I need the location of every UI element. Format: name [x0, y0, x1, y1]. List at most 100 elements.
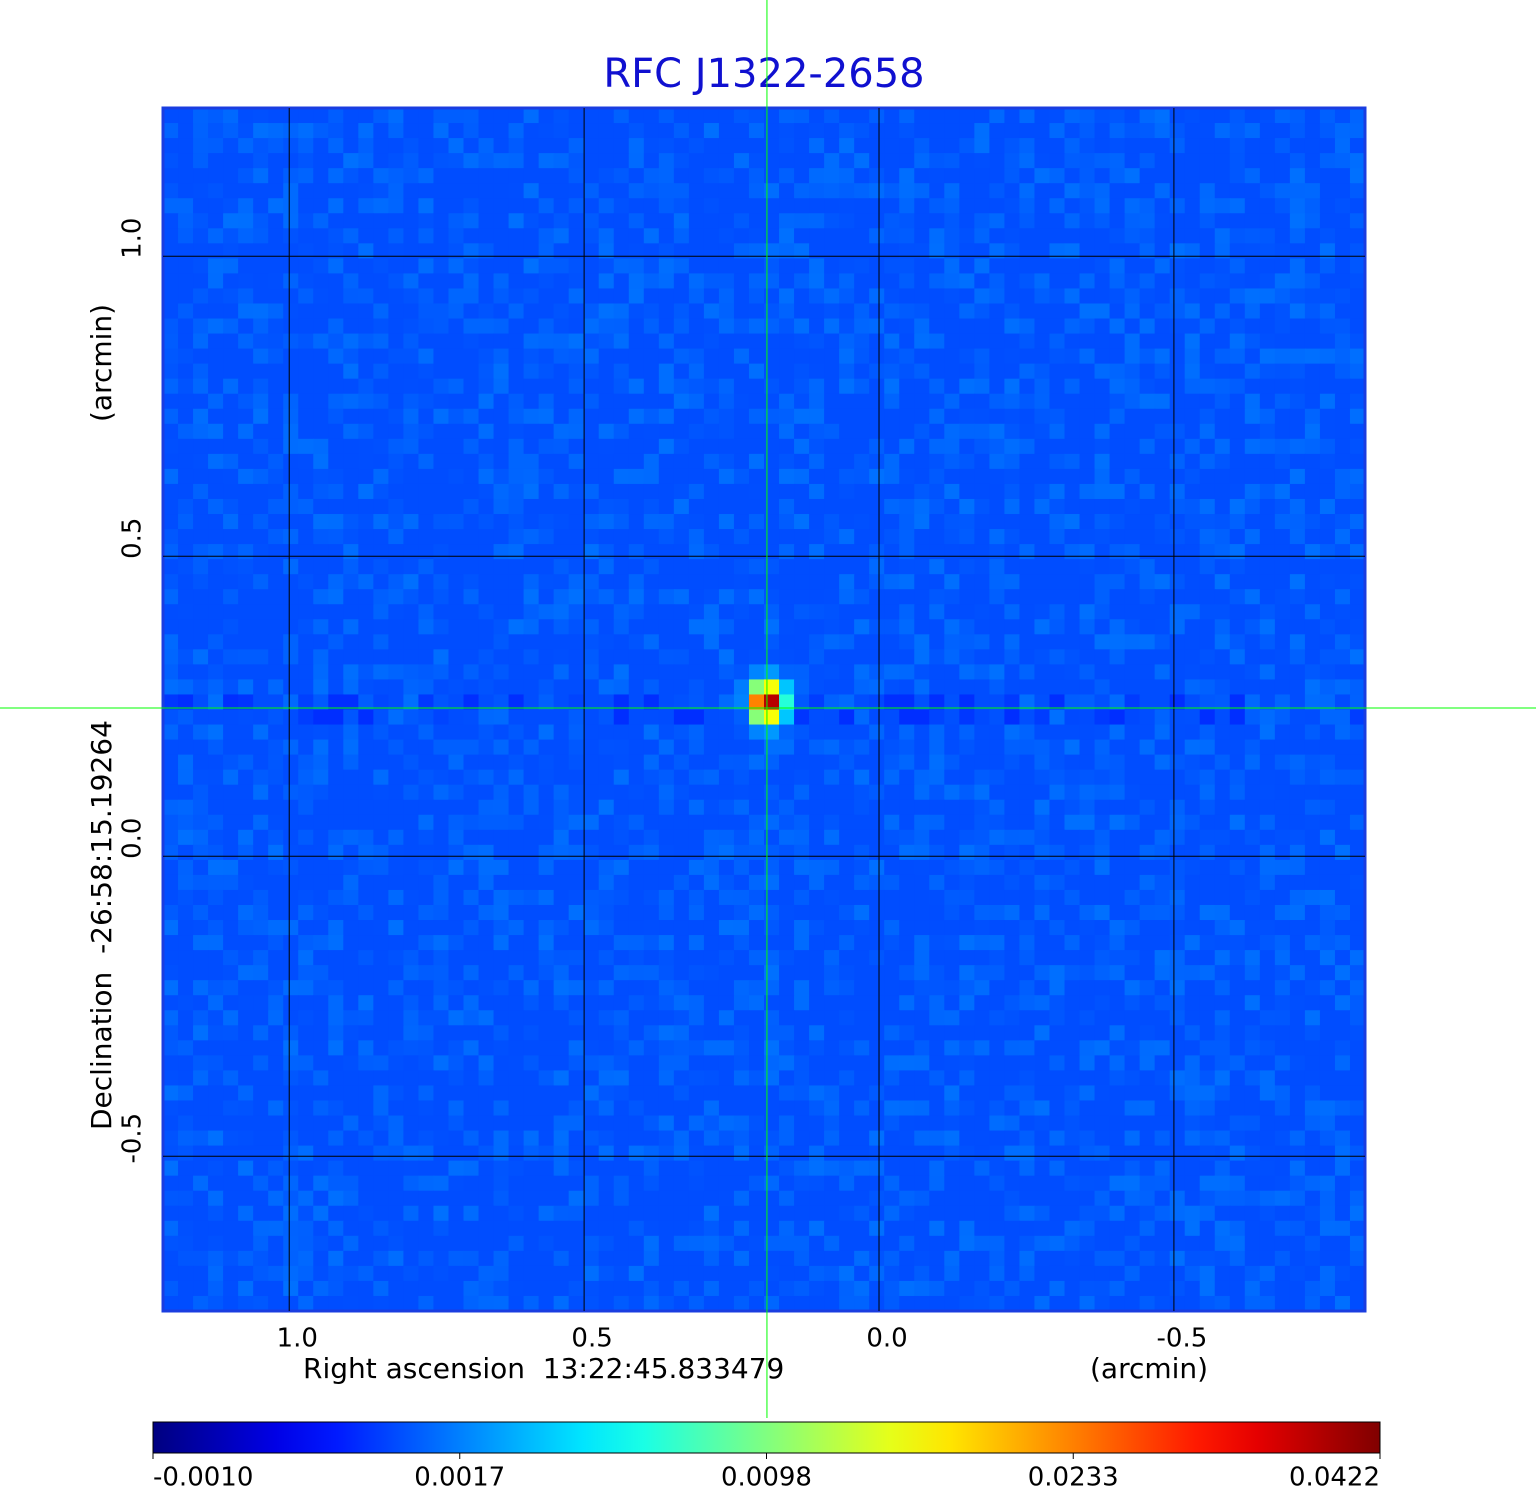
image-pixel — [1154, 108, 1171, 124]
image-pixel — [1094, 935, 1111, 951]
image-pixel — [1229, 183, 1246, 199]
image-pixel — [343, 649, 359, 665]
image-pixel — [854, 739, 870, 756]
image-pixel — [1319, 679, 1336, 696]
image-pixel — [388, 243, 404, 259]
image-pixel — [328, 619, 344, 635]
image-pixel — [1124, 198, 1141, 214]
image-pixel — [779, 288, 795, 305]
image-pixel — [1214, 378, 1231, 395]
image-pixel — [1034, 559, 1051, 575]
image-pixel — [899, 679, 915, 696]
image-pixel — [193, 288, 209, 305]
image-pixel — [418, 213, 435, 229]
image-pixel — [298, 243, 314, 259]
image-pixel — [1049, 709, 1066, 726]
image-pixel — [1139, 814, 1156, 831]
image-pixel — [794, 468, 810, 485]
image-pixel — [223, 709, 239, 726]
image-pixel — [1229, 724, 1246, 741]
image-pixel — [208, 108, 224, 124]
image-pixel — [1154, 273, 1171, 290]
image-pixel — [1334, 378, 1351, 395]
image-pixel — [733, 333, 750, 350]
image-pixel — [343, 769, 359, 786]
image-pixel — [388, 844, 404, 861]
image-pixel — [779, 694, 795, 711]
image-pixel — [238, 168, 254, 184]
image-pixel — [1244, 483, 1261, 500]
image-pixel — [163, 183, 179, 199]
image-pixel — [884, 514, 900, 530]
image-pixel — [974, 514, 990, 530]
image-pixel — [1349, 288, 1366, 305]
image-pixel — [1124, 739, 1141, 756]
image-pixel — [628, 935, 645, 951]
image-pixel — [1214, 814, 1231, 831]
image-pixel — [1289, 950, 1306, 966]
image-pixel — [283, 544, 299, 560]
image-pixel — [1259, 378, 1276, 395]
image-pixel — [583, 423, 600, 440]
image-pixel — [809, 904, 825, 921]
image-pixel — [869, 438, 885, 455]
image-pixel — [929, 604, 945, 620]
image-pixel — [358, 514, 374, 530]
image-pixel — [1349, 183, 1366, 199]
image-pixel — [283, 408, 299, 425]
image-pixel — [884, 679, 900, 696]
image-pixel — [343, 844, 359, 861]
image-pixel — [193, 874, 209, 891]
image-pixel — [493, 393, 510, 410]
image-pixel — [688, 1025, 705, 1041]
image-pixel — [418, 468, 435, 485]
image-pixel — [1304, 950, 1321, 966]
image-pixel — [493, 303, 510, 320]
image-pixel — [718, 288, 735, 305]
image-pixel — [268, 198, 284, 214]
image-pixel — [764, 408, 780, 425]
image-pixel — [899, 273, 915, 290]
image-pixel — [779, 348, 795, 365]
image-pixel — [373, 393, 389, 410]
image-pixel — [1139, 378, 1156, 395]
image-pixel — [854, 965, 870, 981]
image-pixel — [764, 393, 780, 410]
image-pixel — [1094, 874, 1111, 891]
image-pixel — [613, 844, 630, 861]
image-pixel — [688, 348, 705, 365]
image-pixel — [598, 694, 615, 711]
image-pixel — [1214, 333, 1231, 350]
image-pixel — [959, 904, 975, 921]
image-pixel — [658, 348, 675, 365]
image-pixel — [493, 679, 510, 696]
image-pixel — [974, 589, 990, 605]
image-pixel — [178, 904, 194, 921]
image-pixel — [703, 649, 720, 665]
image-pixel — [298, 363, 314, 380]
image-pixel — [794, 935, 810, 951]
image-pixel — [869, 769, 885, 786]
image-pixel — [223, 950, 239, 966]
image-pixel — [373, 318, 389, 335]
image-pixel — [613, 950, 630, 966]
image-pixel — [313, 844, 329, 861]
image-pixel — [163, 378, 179, 395]
image-pixel — [523, 408, 540, 425]
image-pixel — [313, 709, 329, 726]
image-pixel — [1169, 634, 1186, 650]
image-pixel — [208, 859, 224, 876]
image-pixel — [463, 980, 480, 996]
image-pixel — [1229, 619, 1246, 635]
image-pixel — [583, 514, 600, 530]
image-pixel — [748, 544, 765, 560]
image-pixel — [703, 889, 720, 906]
image-pixel — [193, 544, 209, 560]
image-pixel — [914, 303, 930, 320]
image-pixel — [974, 604, 990, 620]
image-pixel — [268, 694, 284, 711]
image-pixel — [1079, 438, 1096, 455]
image-pixel — [869, 995, 885, 1011]
image-pixel — [178, 709, 194, 726]
image-pixel — [1199, 183, 1216, 199]
